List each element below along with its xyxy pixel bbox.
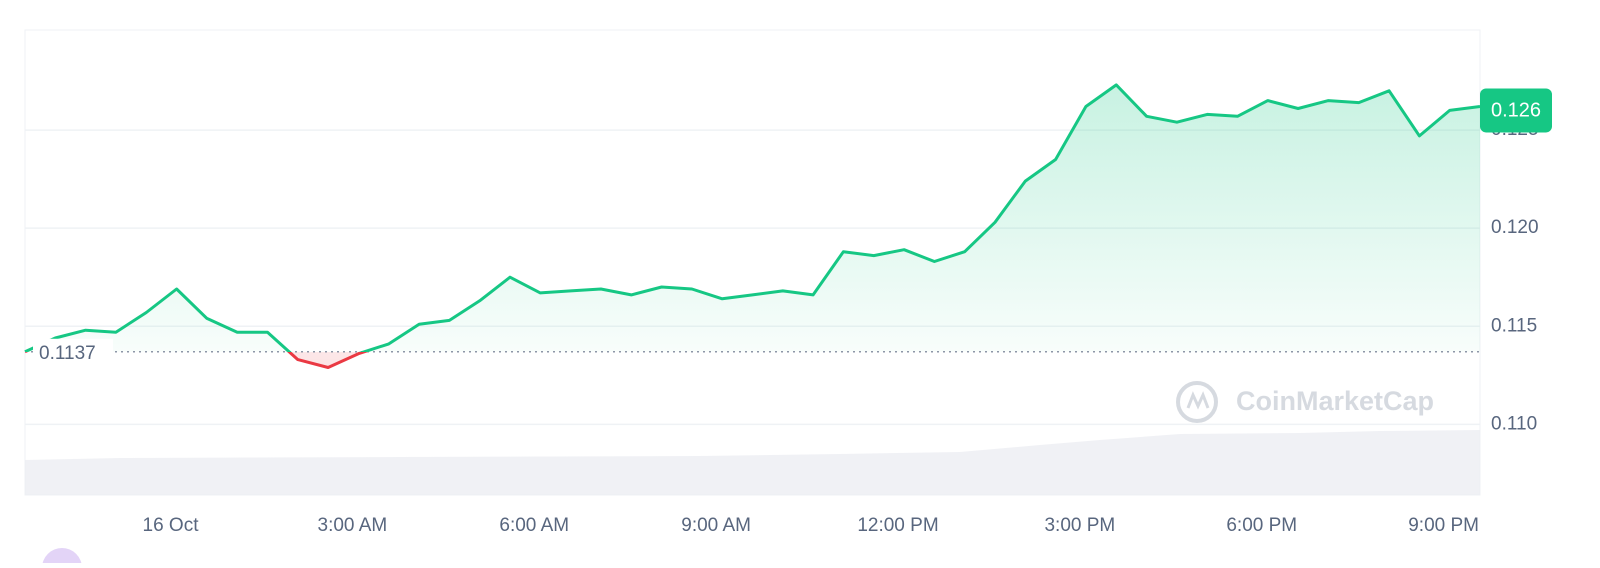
current-price-badge	[1480, 88, 1552, 133]
watermark: CoinMarketCap	[1176, 381, 1434, 423]
x-tick-label: 6:00 PM	[1226, 515, 1297, 536]
y-tick-label: 0.110	[1491, 413, 1537, 434]
x-tick-label: 9:00 AM	[681, 515, 751, 536]
watermark-text: CoinMarketCap	[1236, 386, 1434, 416]
watermark-logo-mark	[1186, 391, 1210, 410]
price-area	[25, 84, 1480, 368]
x-tick-label: 12:00 PM	[857, 515, 938, 536]
baseline-label-bg	[33, 338, 113, 365]
x-tick-label: 9:00 PM	[1408, 515, 1479, 536]
price-line	[24, 83, 1481, 369]
x-tick-label: 3:00 PM	[1044, 515, 1115, 536]
watermark-logo	[1176, 381, 1218, 423]
avatar	[42, 548, 82, 568]
volume-area	[25, 430, 1480, 495]
x-tick-label: 16 Oct	[143, 515, 200, 536]
y-tick-label: 0.115	[1491, 315, 1537, 336]
y-tick-label: 0.120	[1491, 217, 1539, 238]
current-price-label: 0.126	[1491, 100, 1541, 122]
baseline-label: 0.1137	[39, 343, 96, 364]
x-tick-label: 3:00 AM	[318, 515, 388, 536]
x-tick-label: 6:00 AM	[499, 515, 569, 536]
